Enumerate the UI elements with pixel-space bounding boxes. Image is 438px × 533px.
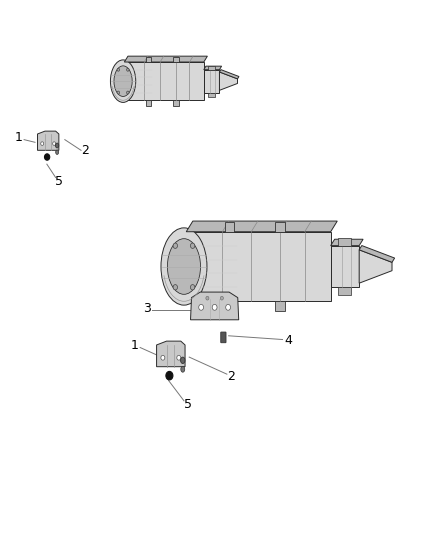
FancyBboxPatch shape <box>338 287 352 295</box>
Text: 5: 5 <box>55 175 63 188</box>
Polygon shape <box>204 66 222 70</box>
Ellipse shape <box>127 91 129 94</box>
Ellipse shape <box>110 60 136 102</box>
Ellipse shape <box>117 91 120 94</box>
FancyBboxPatch shape <box>173 56 179 62</box>
Ellipse shape <box>199 304 204 310</box>
Ellipse shape <box>177 356 181 360</box>
Text: 2: 2 <box>81 144 89 157</box>
Text: 2: 2 <box>227 370 235 383</box>
FancyBboxPatch shape <box>276 301 285 311</box>
Ellipse shape <box>191 285 195 290</box>
FancyBboxPatch shape <box>173 100 179 106</box>
Ellipse shape <box>56 150 59 155</box>
Polygon shape <box>157 341 185 367</box>
Ellipse shape <box>173 243 177 248</box>
FancyBboxPatch shape <box>225 301 234 311</box>
Ellipse shape <box>161 356 165 360</box>
FancyBboxPatch shape <box>221 332 226 343</box>
Polygon shape <box>359 246 395 262</box>
Text: 4: 4 <box>284 334 292 346</box>
Ellipse shape <box>181 366 185 372</box>
Ellipse shape <box>41 142 44 146</box>
Ellipse shape <box>180 357 185 364</box>
Ellipse shape <box>114 66 132 96</box>
Polygon shape <box>124 56 208 62</box>
Text: 3: 3 <box>143 302 151 315</box>
FancyBboxPatch shape <box>331 246 359 287</box>
Ellipse shape <box>117 68 120 71</box>
Polygon shape <box>186 221 337 232</box>
FancyBboxPatch shape <box>208 93 215 96</box>
FancyBboxPatch shape <box>204 70 219 93</box>
FancyBboxPatch shape <box>338 238 352 246</box>
FancyBboxPatch shape <box>186 232 331 301</box>
Ellipse shape <box>212 304 217 310</box>
Text: 1: 1 <box>15 131 23 144</box>
Polygon shape <box>191 292 239 320</box>
Ellipse shape <box>56 143 59 148</box>
Ellipse shape <box>45 154 50 160</box>
Polygon shape <box>219 72 237 90</box>
Ellipse shape <box>173 285 177 290</box>
Polygon shape <box>38 131 59 150</box>
Ellipse shape <box>166 372 173 380</box>
FancyBboxPatch shape <box>225 222 234 232</box>
Ellipse shape <box>53 142 56 146</box>
Ellipse shape <box>206 296 209 300</box>
Ellipse shape <box>127 68 129 71</box>
FancyBboxPatch shape <box>124 62 204 100</box>
Text: 5: 5 <box>184 398 192 410</box>
Ellipse shape <box>161 228 207 305</box>
Polygon shape <box>359 250 392 283</box>
Ellipse shape <box>167 239 201 294</box>
Text: 1: 1 <box>131 339 139 352</box>
Ellipse shape <box>191 243 195 248</box>
Polygon shape <box>331 239 363 246</box>
Ellipse shape <box>226 304 230 310</box>
FancyBboxPatch shape <box>276 222 285 232</box>
FancyBboxPatch shape <box>145 100 151 106</box>
Polygon shape <box>219 70 239 79</box>
FancyBboxPatch shape <box>208 66 215 70</box>
Ellipse shape <box>220 296 223 300</box>
FancyBboxPatch shape <box>145 56 151 62</box>
